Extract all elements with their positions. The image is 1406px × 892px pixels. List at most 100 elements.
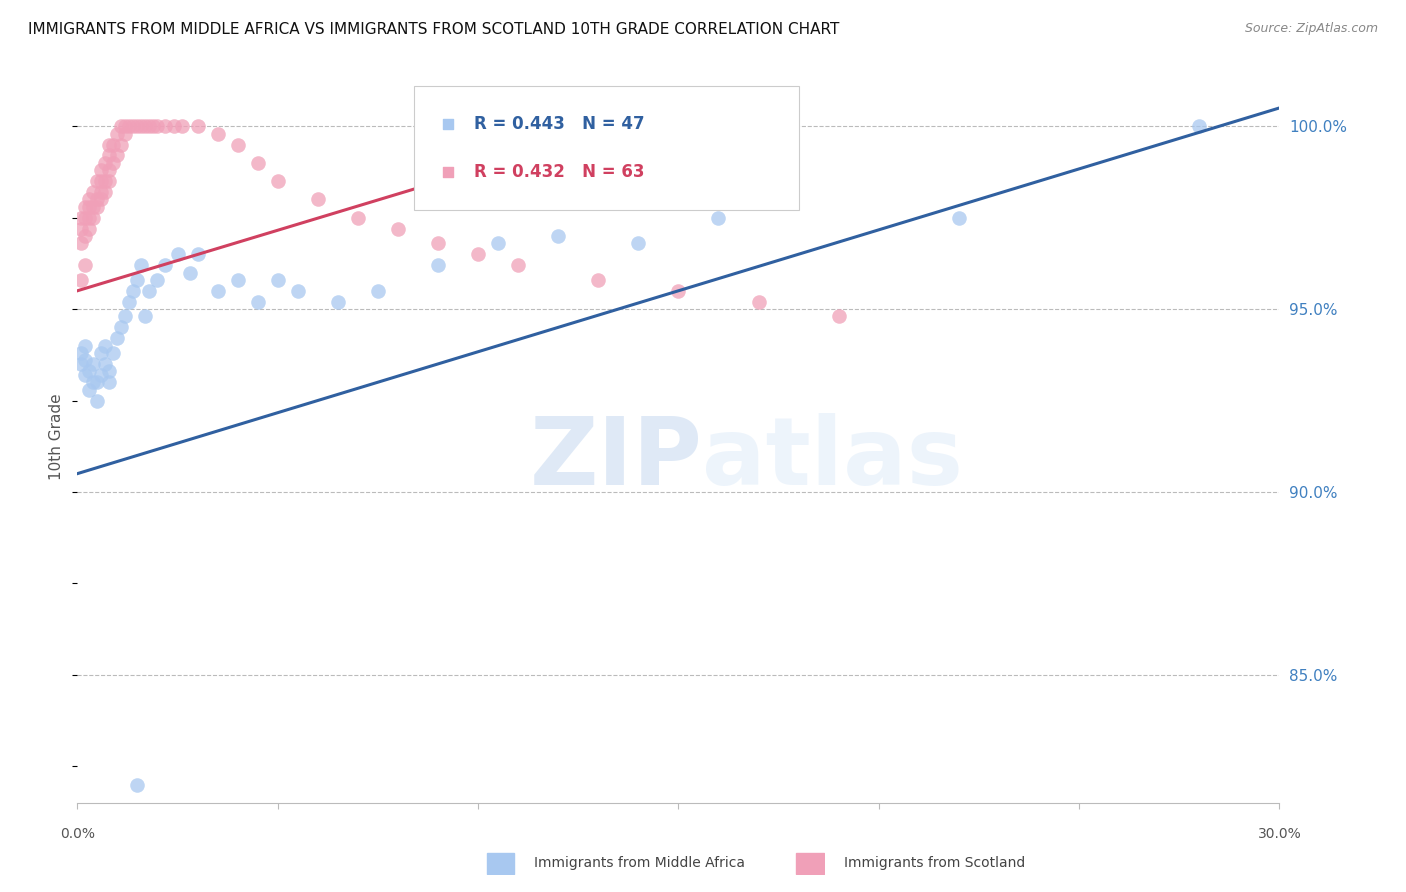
Point [127, 119, 149, 133]
Point [226, 137, 249, 152]
Point [110, 320, 132, 334]
Point [82, 357, 104, 371]
Point [142, 119, 165, 133]
Point [75, 339, 97, 353]
Point [114, 127, 136, 141]
Text: atlas: atlas [703, 413, 963, 505]
Point [86, 200, 108, 214]
Point [387, 221, 409, 235]
Point [75, 353, 97, 368]
Point [90, 193, 112, 207]
Point [70, 236, 93, 251]
Point [90, 368, 112, 382]
Y-axis label: 10th Grade: 10th Grade [49, 393, 65, 481]
Text: R = 0.432   N = 63: R = 0.432 N = 63 [474, 163, 644, 181]
Point [627, 236, 650, 251]
Point [79, 383, 101, 397]
Text: Source: ZipAtlas.com: Source: ZipAtlas.com [1244, 22, 1378, 36]
Point [226, 273, 249, 287]
Point [668, 284, 690, 298]
Point [547, 228, 569, 243]
Point [166, 247, 188, 261]
Text: 30.0%: 30.0% [1257, 827, 1302, 841]
Point [127, 778, 149, 792]
Point [110, 137, 132, 152]
Point [207, 127, 229, 141]
Point [1301, 383, 1323, 397]
Point [138, 119, 160, 133]
Point [170, 119, 193, 133]
Point [98, 364, 121, 378]
Point [86, 375, 108, 389]
Point [1188, 119, 1211, 133]
Point [287, 284, 309, 298]
Text: 0.0%: 0.0% [60, 827, 94, 841]
Point [748, 294, 770, 309]
Point [131, 258, 153, 272]
Point [98, 375, 121, 389]
Point [118, 294, 141, 309]
Point [70, 221, 93, 235]
Point [1301, 624, 1323, 638]
Point [267, 174, 290, 188]
Point [79, 193, 101, 207]
Point [179, 265, 201, 279]
Point [155, 119, 177, 133]
Point [122, 119, 145, 133]
Point [75, 258, 97, 272]
Point [134, 119, 156, 133]
Point [146, 119, 169, 133]
Point [70, 357, 93, 371]
Point [131, 119, 153, 133]
Point [82, 375, 104, 389]
Point [79, 221, 101, 235]
Point [155, 258, 177, 272]
Point [98, 163, 121, 178]
Point [828, 310, 851, 324]
Point [107, 331, 129, 345]
Point [90, 346, 112, 360]
Point [94, 174, 117, 188]
Point [162, 119, 184, 133]
Point [107, 127, 129, 141]
Point [75, 368, 97, 382]
Point [367, 284, 389, 298]
Point [86, 393, 108, 408]
Point [94, 185, 117, 199]
Point [103, 155, 125, 169]
Point [110, 119, 132, 133]
Point [486, 236, 509, 251]
Point [118, 119, 141, 133]
Point [427, 258, 450, 272]
Point [134, 310, 156, 324]
Point [707, 211, 730, 225]
Text: Immigrants from Scotland: Immigrants from Scotland [844, 856, 1025, 871]
Point [138, 284, 160, 298]
Point [207, 284, 229, 298]
Point [267, 273, 290, 287]
Point [146, 273, 169, 287]
Point [326, 294, 349, 309]
Point [70, 346, 93, 360]
Point [82, 185, 104, 199]
Point [75, 200, 97, 214]
Point [98, 137, 121, 152]
Point [82, 211, 104, 225]
Point [86, 174, 108, 188]
Point [90, 174, 112, 188]
Point [114, 310, 136, 324]
Point [246, 294, 269, 309]
Point [94, 155, 117, 169]
Point [98, 148, 121, 162]
Point [79, 200, 101, 214]
Point [103, 346, 125, 360]
Point [187, 247, 209, 261]
Point [246, 155, 269, 169]
Point [127, 273, 149, 287]
Point [90, 185, 112, 199]
Point [307, 193, 329, 207]
Point [948, 211, 970, 225]
Text: R = 0.443   N = 47: R = 0.443 N = 47 [474, 115, 645, 133]
Point [79, 211, 101, 225]
Point [114, 119, 136, 133]
